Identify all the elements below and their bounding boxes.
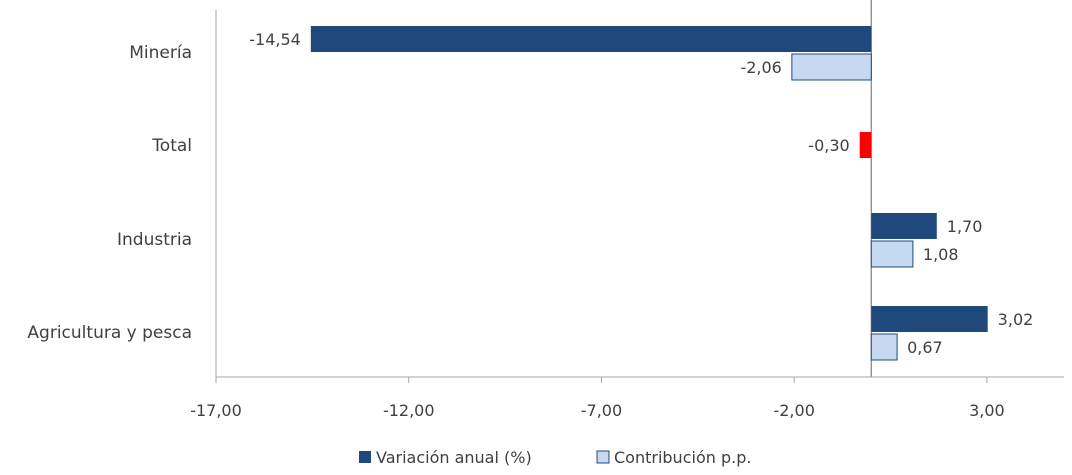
legend: Variación anual (%) Contribución p.p.: [359, 448, 751, 467]
data-label: -2,06: [740, 58, 781, 77]
legend-swatch-contribucion: [596, 450, 610, 464]
data-label: 0,67: [907, 338, 943, 357]
bar-variacion: [310, 26, 872, 52]
bar-contribucion: [791, 53, 872, 81]
bar-contribucion: [870, 333, 898, 361]
x-tick-label: -17,00: [190, 401, 242, 420]
legend-label-contribucion: Contribución p.p.: [614, 448, 751, 467]
data-label: -0,30: [808, 136, 849, 155]
bar-total: [859, 132, 872, 158]
bar-variacion: [871, 213, 937, 239]
data-label: 1,08: [923, 245, 959, 264]
plot-area: [215, 0, 872, 377]
x-tick-label: 3,00: [969, 401, 1005, 420]
bars: [310, 26, 988, 361]
category-label: Minería: [129, 43, 192, 63]
x-axis: -17,00 -12,00 -7,00 -2,00 3,00: [190, 376, 1064, 420]
category-labels: Minería Total Industria Agricultura y pesca: [27, 43, 192, 343]
x-tick-label: -7,00: [581, 401, 622, 420]
data-labels: -14,54 -2,06 -0,30 1,70 1,08 3,02 0,67: [249, 30, 1033, 357]
bar-variacion: [871, 306, 988, 332]
legend-label-variacion: Variación anual (%): [376, 448, 532, 467]
x-tick-label: -12,00: [383, 401, 435, 420]
data-label: 1,70: [947, 217, 983, 236]
data-label: 3,02: [998, 310, 1034, 329]
bar-contribucion: [870, 240, 914, 268]
data-label: -14,54: [249, 30, 301, 49]
legend-swatch-variacion: [359, 451, 371, 463]
category-label: Industria: [117, 230, 192, 250]
category-label: Agricultura y pesca: [27, 323, 192, 343]
x-tick-label: -2,00: [773, 401, 814, 420]
category-label: Total: [151, 136, 192, 156]
